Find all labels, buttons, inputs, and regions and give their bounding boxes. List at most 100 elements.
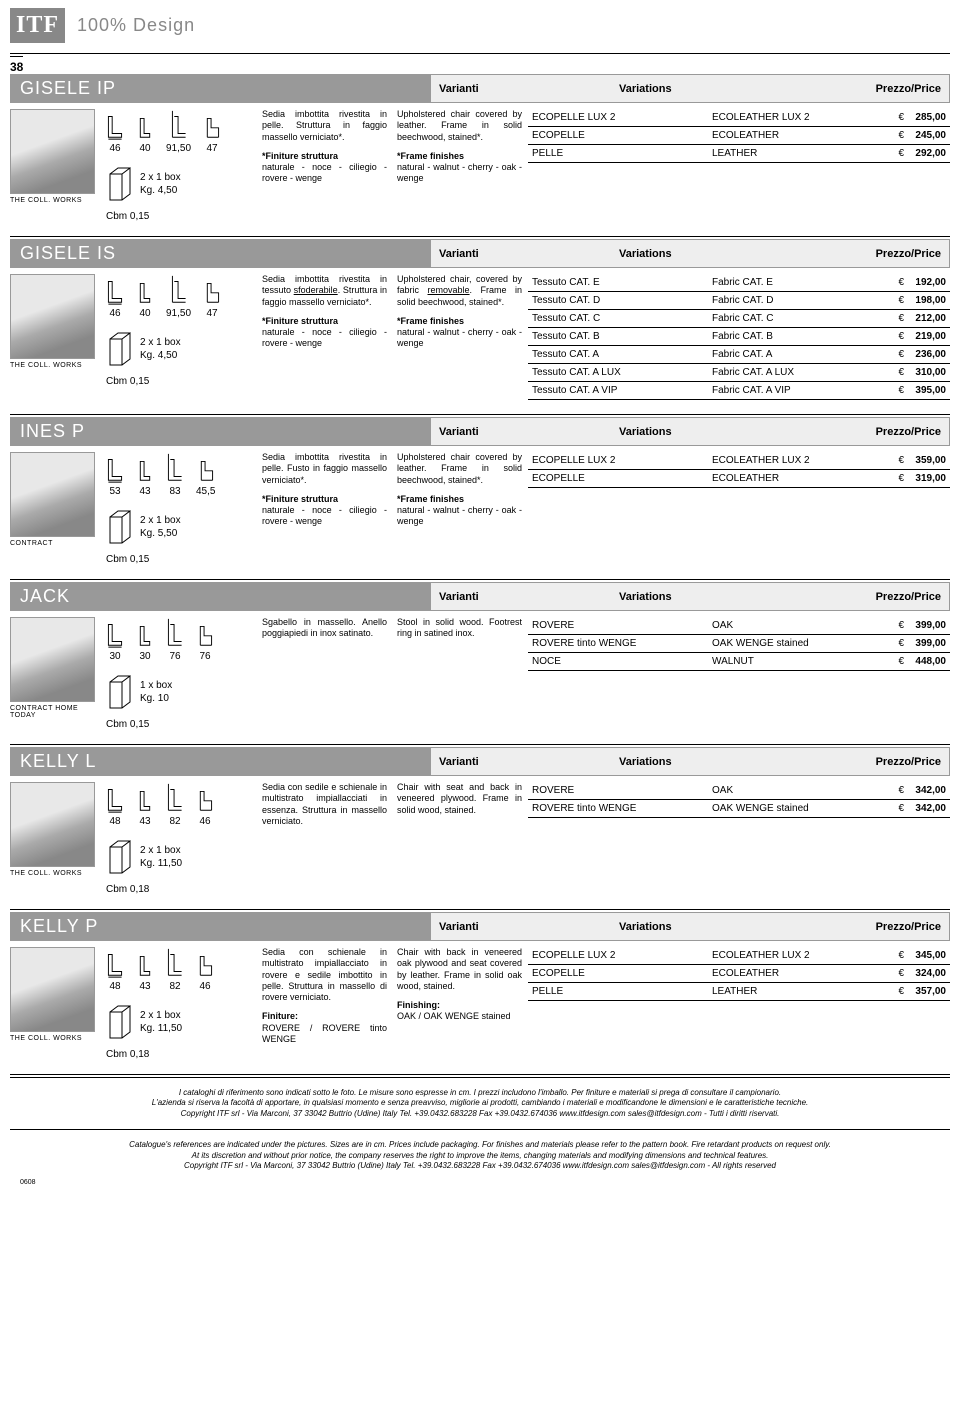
box-qty: 2 x 1 box [140,514,181,527]
footer-line: At its discretion and without prior noti… [30,1151,930,1161]
price: 245,00 [908,127,950,145]
price-table: ECOPELLE LUX 2 ECOLEATHER LUX 2 € 359,00… [528,452,950,488]
desc-en: Upholstered chair covered by leather. Fr… [397,109,522,143]
header-varianti: Varianti [439,83,619,95]
currency: € [888,452,908,470]
page-number: 38 [10,56,23,74]
dim-icon: 48 [106,947,124,992]
variant-en: LEATHER [708,145,888,163]
box-qty: 1 x box [140,679,172,692]
box-icon [106,505,134,548]
dim-icon: 47 [203,274,221,319]
thumb-label: CONTRACT [10,540,100,547]
dim-value: 40 [139,308,150,319]
dim-icon: 76 [166,617,184,662]
variant-it: Tessuto CAT. E [528,274,708,292]
cbm: Cbm 0,15 [106,554,256,565]
variant-it: ROVERE [528,617,708,635]
variant-it: PELLE [528,983,708,1001]
header-price: Prezzo/Price [799,921,941,933]
thumb-label: THE COLL. WORKS [10,362,100,369]
price-table: ECOPELLE LUX 2 ECOLEATHER LUX 2 € 345,00… [528,947,950,1001]
dim-icon: 46 [196,947,214,992]
dim-value: 83 [169,486,180,497]
price: 219,00 [908,328,950,346]
variant-en: OAK [708,782,888,800]
variant-it: NOCE [528,653,708,671]
header-variations: Variations [619,426,799,438]
currency: € [888,346,908,364]
variant-it: Tessuto CAT. A VIP [528,382,708,400]
finish-title-en: *Frame finishes [397,151,522,162]
finish-title-en: *Frame finishes [397,494,522,505]
price: 399,00 [908,617,950,635]
variant-en: ECOLEATHER LUX 2 [708,452,888,470]
dim-value: 48 [109,816,120,827]
price: 345,00 [908,947,950,965]
box-weight: Kg. 4,50 [140,184,181,197]
header-price: Prezzo/Price [799,426,941,438]
cbm: Cbm 0,18 [106,884,256,895]
currency: € [888,800,908,818]
brand-text: 100% Design [77,15,195,36]
dim-value: 40 [139,143,150,154]
currency: € [888,782,908,800]
product-block: JACK Varianti Variations Prezzo/Price CO… [10,582,950,730]
finish-title-en: Finishing: [397,1000,522,1011]
logo: ITF [10,8,65,43]
price: 292,00 [908,145,950,163]
dim-value: 91,50 [166,143,191,154]
variant-it: ROVERE tinto WENGE [528,800,708,818]
variant-it: Tessuto CAT. A [528,346,708,364]
product-thumbnail [10,782,95,867]
desc-it: Sedia imbottita rivestita in tessuto sfo… [262,274,387,308]
header-varianti: Varianti [439,591,619,603]
dim-value: 82 [169,816,180,827]
dim-value: 30 [139,651,150,662]
variant-header: Varianti Variations Prezzo/Price [430,239,950,268]
variant-en: ECOLEATHER LUX 2 [708,947,888,965]
dim-value: 43 [139,981,150,992]
desc-it: Sedia imbottita rivestita in pelle. Fust… [262,452,387,486]
price: 285,00 [908,109,950,127]
dim-value: 48 [109,981,120,992]
variant-row: ROVERE tinto WENGE OAK WENGE stained € 3… [528,635,950,653]
price: 342,00 [908,782,950,800]
price-table: ROVERE OAK € 399,00 ROVERE tinto WENGE O… [528,617,950,671]
variant-it: ECOPELLE [528,127,708,145]
variant-en: ECOLEATHER [708,470,888,488]
page-header: ITF 100% Design [10,0,950,51]
price: 212,00 [908,310,950,328]
currency: € [888,653,908,671]
product-title: INES P [10,417,430,446]
cbm: Cbm 0,15 [106,211,256,222]
dim-value: 46 [199,981,210,992]
currency: € [888,292,908,310]
price: 395,00 [908,382,950,400]
finish-en: OAK / OAK WENGE stained [397,1011,522,1022]
header-varianti: Varianti [439,426,619,438]
dim-icon: 91,50 [166,274,191,319]
dim-value: 46 [199,816,210,827]
dim-icon: 30 [136,617,154,662]
header-varianti: Varianti [439,921,619,933]
dim-icon: 43 [136,782,154,827]
variant-row: Tessuto CAT. C Fabric CAT. C € 212,00 [528,310,950,328]
cbm: Cbm 0,15 [106,376,256,387]
desc-en: Upholstered chair, covered by fabric rem… [397,274,522,308]
header-variations: Variations [619,83,799,95]
footer-en: Catalogue's references are indicated und… [10,1132,950,1179]
dim-value: 45,5 [196,486,215,497]
box-weight: Kg. 4,50 [140,349,181,362]
price: 359,00 [908,452,950,470]
product-title: JACK [10,582,430,611]
dim-value: 46 [109,308,120,319]
variant-en: Fabric CAT. E [708,274,888,292]
variant-row: ECOPELLE ECOLEATHER € 245,00 [528,127,950,145]
header-price: Prezzo/Price [799,248,941,260]
variant-header: Varianti Variations Prezzo/Price [430,582,950,611]
dim-icon: 48 [106,782,124,827]
variant-row: ECOPELLE LUX 2 ECOLEATHER LUX 2 € 359,00 [528,452,950,470]
variant-it: Tessuto CAT. B [528,328,708,346]
thumb-label: THE COLL. WORKS [10,197,100,204]
